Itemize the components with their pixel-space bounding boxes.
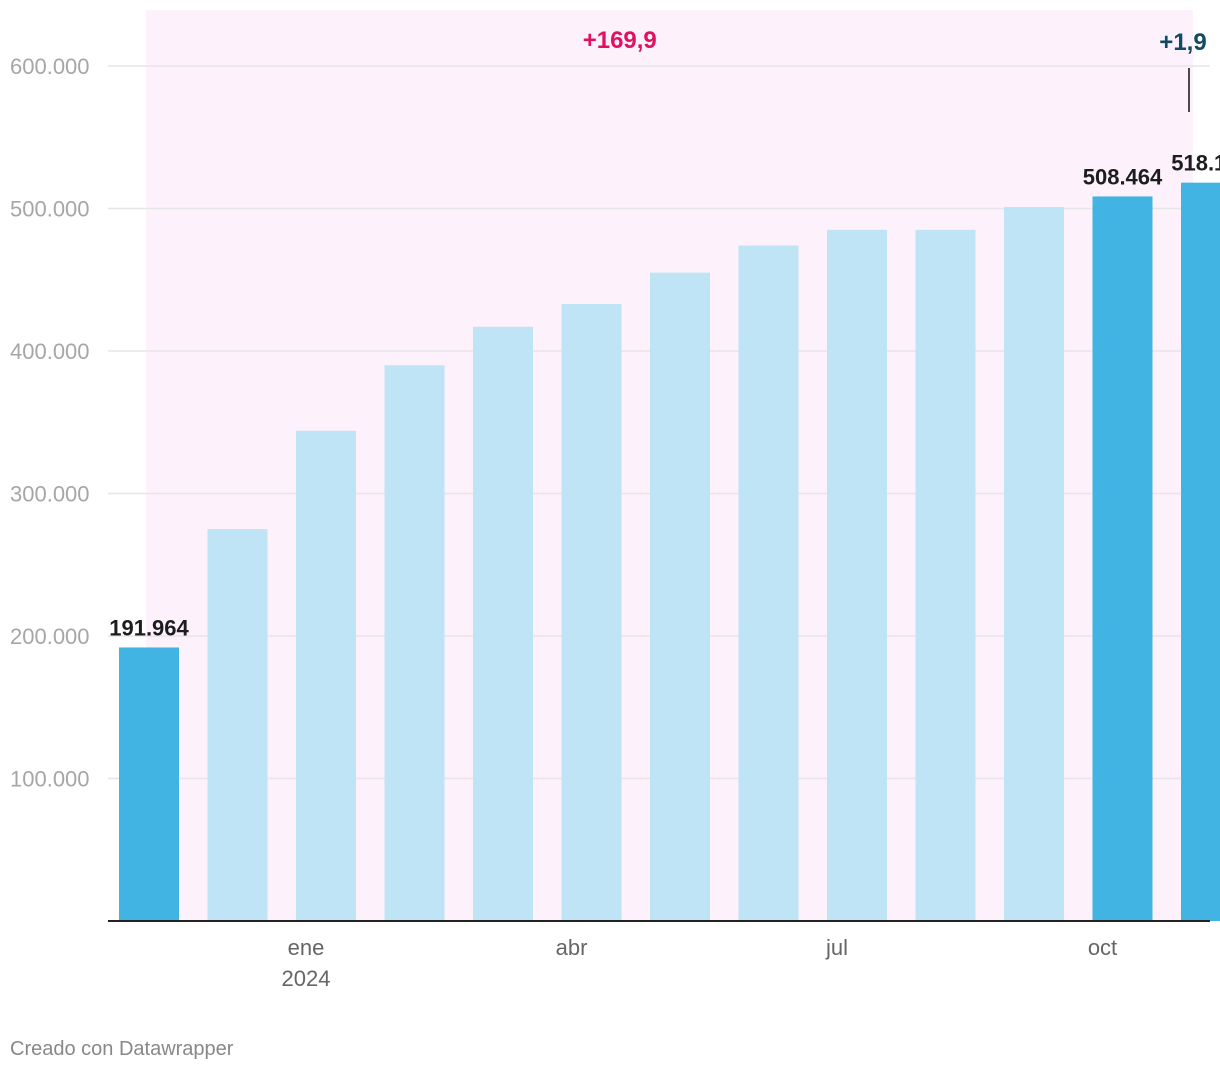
annotation-period-change: +169,9 <box>583 27 657 54</box>
x-tick-label: oct <box>1088 935 1117 960</box>
x-tick-label: ene <box>288 935 325 960</box>
x-tick-label: abr <box>556 935 588 960</box>
bar <box>915 229 976 921</box>
bar <box>1181 182 1220 922</box>
footer-credit: Creado con Datawrapper <box>10 1038 234 1060</box>
data-label: 518.133 <box>1171 151 1220 176</box>
x-axis-ticks: ene 2024 abr jul oct <box>282 935 1118 991</box>
x-tick-label: jul <box>825 935 848 960</box>
data-labels: 191.964 508.464 518.133 <box>109 151 1220 641</box>
y-tick-label: 400.000 <box>10 339 90 364</box>
bar <box>1092 196 1153 922</box>
annotations: +169,9 +1,9 <box>583 27 1207 112</box>
y-tick-label: 100.000 <box>10 767 90 792</box>
y-tick-label: 300.000 <box>10 482 90 507</box>
bar <box>473 326 533 921</box>
y-tick-label: 600.000 <box>10 54 90 79</box>
bar <box>296 430 356 921</box>
bar <box>207 529 268 921</box>
bar <box>650 272 710 921</box>
x-tick-sublabel: 2024 <box>282 966 331 991</box>
bar <box>738 245 799 922</box>
data-label: 508.464 <box>1083 164 1163 189</box>
bar <box>827 229 887 921</box>
y-axis-ticks: 100.000 200.000 300.000 400.000 500.000 600.0… <box>10 54 90 792</box>
bars <box>119 182 1220 922</box>
annotation-monthly-change: +1,9 <box>1159 29 1206 56</box>
bar <box>119 647 179 921</box>
y-tick-label: 500.000 <box>10 197 90 222</box>
bar <box>384 365 445 921</box>
bar <box>1004 207 1064 921</box>
y-tick-label: 200.000 <box>10 624 90 649</box>
data-label: 191.964 <box>109 615 189 640</box>
bar <box>561 303 622 922</box>
